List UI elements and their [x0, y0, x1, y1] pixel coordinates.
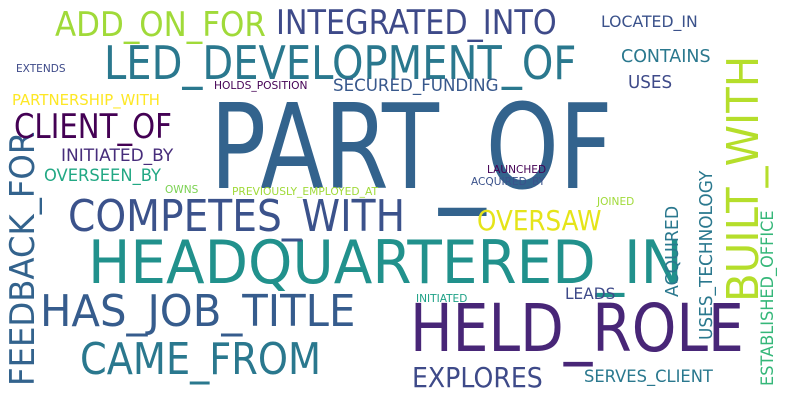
word-joined: JOINED [597, 195, 635, 208]
word-uses: USES [628, 72, 673, 93]
word-leads: LEADS [565, 284, 616, 303]
word-launched: LAUNCHED [487, 163, 547, 176]
word-established-office: ESTABLISHED_OFFICE [758, 210, 778, 386]
word-part-of: PART_OF [210, 78, 613, 216]
word-headquartered-in: HEADQUARTERED_IN [88, 228, 683, 298]
word-acquired: ACQUIRED [662, 205, 683, 297]
word-located-in: LOCATED_IN [601, 12, 698, 31]
word-explores: EXPLORES [412, 361, 543, 394]
word-add-on-for: ADD_ON_FOR [55, 5, 266, 45]
word-led-development-of: LED_DEVELOPMENT_OF [104, 36, 577, 90]
word-initiated: INITIATED [416, 292, 468, 305]
word-uses-technology: USES_TECHNOLOGY [696, 170, 717, 340]
word-contains: CONTAINS [621, 46, 711, 67]
word-partnership-with: PARTNERSHIP_WITH [12, 91, 160, 109]
word-owns: OWNS [165, 183, 199, 196]
word-client-of: CLIENT_OF [14, 107, 172, 147]
word-held-role: HELD_ROLE [410, 290, 744, 367]
word-oversaw: OVERSAW [477, 204, 602, 237]
word-previously-employed-at: PREVIOUSLY_EMPLOYED_AT [232, 185, 378, 198]
word-secured-funding: SECURED_FUNDING [333, 76, 499, 96]
word-integrated-into: INTEGRATED_INTO [276, 3, 557, 43]
word-competes-with: COMPETES_WITH [68, 191, 406, 242]
word-has-job-title: HAS_JOB_TITLE [40, 286, 356, 337]
word-acquired-by: ACQUIRED_BY [471, 175, 546, 188]
word-extends: EXTENDS [16, 62, 66, 75]
word-came-from: CAME_FROM [80, 334, 322, 385]
word-overseen-by: OVERSEEN_BY [44, 166, 161, 186]
word-serves-client: SERVES_CLIENT [584, 367, 713, 387]
word-initiated-by: INITIATED_BY [61, 146, 174, 166]
word-feedback-for: FEEDBACK_FOR [3, 131, 43, 386]
word-holds-position: HOLDS_POSITION [214, 79, 308, 92]
